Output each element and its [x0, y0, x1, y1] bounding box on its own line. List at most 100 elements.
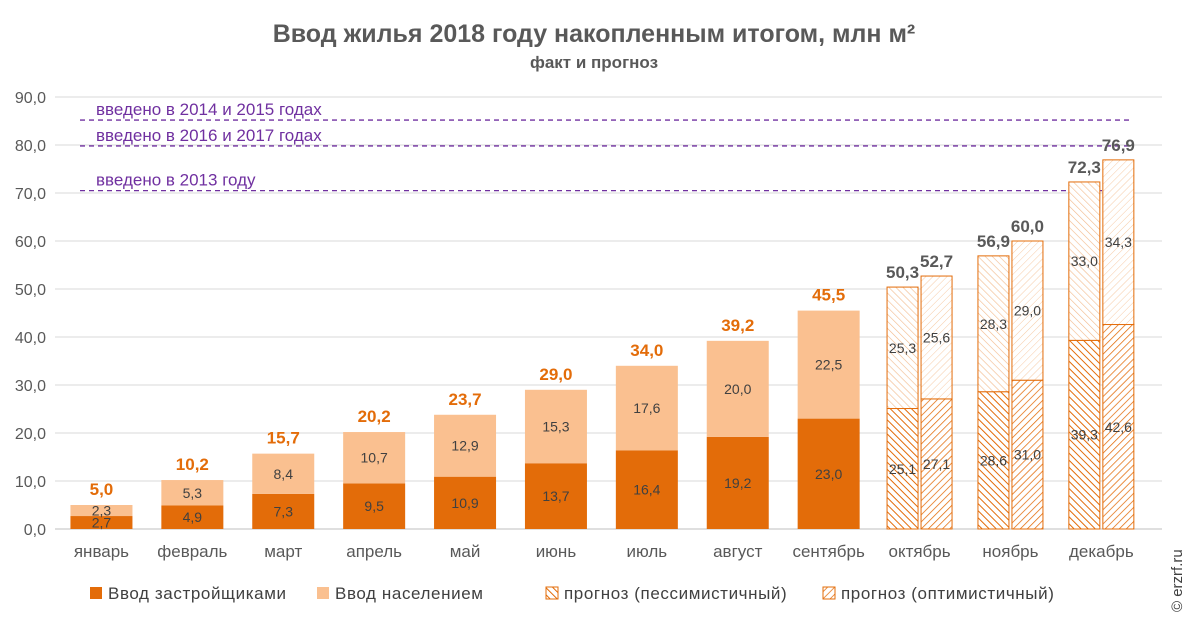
forecast-total-pessimistic: 50,3 [886, 263, 919, 282]
x-tick-label: апрель [346, 542, 402, 561]
total-label: 23,7 [449, 390, 482, 409]
x-tick-label: ноябрь [982, 542, 1038, 561]
y-tick-label: 50,0 [15, 282, 46, 299]
x-tick-label: март [264, 542, 302, 561]
y-tick-label: 70,0 [15, 186, 46, 203]
data-label-developers: 4,9 [183, 509, 203, 525]
x-tick-label: август [713, 542, 762, 561]
chart-title: Ввод жилья 2018 году накопленным итогом,… [273, 20, 916, 48]
bar-developers [706, 436, 769, 529]
reference-line-label: введено в 2014 и 2015 годах [96, 100, 322, 119]
forecast-label-optimistic-bottom: 31,0 [1014, 447, 1041, 463]
x-tick-label: декабрь [1069, 542, 1134, 561]
data-label-developers: 7,3 [274, 503, 294, 519]
total-label: 15,7 [267, 429, 300, 448]
total-label: 10,2 [176, 455, 209, 474]
forecast-label-optimistic-bottom: 27,1 [923, 456, 950, 472]
reference-line-label: введено в 2016 и 2017 годах [96, 126, 322, 145]
total-label: 39,2 [721, 316, 754, 335]
forecast-total-optimistic: 76,9 [1102, 136, 1135, 155]
x-tick-label: февраль [157, 542, 227, 561]
data-label-population: 22,5 [815, 357, 842, 373]
bar-developers [252, 493, 315, 529]
forecast-bar-pessimistic-top [886, 286, 919, 410]
legend-swatch [545, 586, 559, 600]
legend-swatch [317, 587, 329, 599]
forecast-bar-optimistic-top [1102, 159, 1135, 326]
data-label-population: 8,4 [274, 466, 294, 482]
forecast-label-pessimistic-top: 25,3 [889, 340, 916, 356]
forecast-bar-pessimistic-bottom [1068, 339, 1101, 530]
forecast-bar-optimistic-top [920, 275, 953, 400]
y-tick-label: 0,0 [24, 522, 46, 539]
forecast-label-optimistic-top: 34,3 [1105, 234, 1132, 250]
bar-population [434, 414, 497, 477]
y-tick-label: 90,0 [15, 90, 46, 107]
legend-swatch [822, 586, 836, 600]
x-tick-label: май [450, 542, 481, 561]
total-label: 45,5 [812, 286, 845, 305]
bar-developers [797, 418, 860, 529]
forecast-label-pessimistic-top: 33,0 [1071, 253, 1098, 269]
total-label: 34,0 [630, 341, 663, 360]
forecast-label-pessimistic-top: 28,3 [980, 316, 1007, 332]
bar-population [706, 340, 769, 437]
x-tick-label: июль [627, 542, 668, 561]
bar-population [70, 505, 133, 517]
bar-developers [615, 450, 678, 529]
forecast-label-optimistic-top: 25,6 [923, 329, 950, 345]
total-label: 20,2 [358, 407, 391, 426]
forecast-bar-pessimistic-top [1068, 181, 1101, 341]
data-label-population: 5,3 [183, 485, 203, 501]
data-label-population: 10,7 [361, 450, 388, 466]
bar-population [797, 310, 860, 419]
bar-population [615, 365, 678, 451]
y-tick-label: 20,0 [15, 426, 46, 443]
forecast-total-optimistic: 60,0 [1011, 217, 1044, 236]
legend-label: прогноз (оптимистичный) [841, 584, 1054, 603]
forecast-total-optimistic: 52,7 [920, 252, 953, 271]
y-axis: 0,0 10,0 20,0 30,0 40,0 50,0 60,0 70,0 80,0 90,0 [15, 90, 46, 539]
bar-developers [70, 516, 133, 529]
legend: Ввод застройщиками Ввод населением прогноз… [90, 584, 1054, 603]
data-label-population: 17,6 [633, 400, 660, 416]
forecast-bar-optimistic-bottom [1102, 324, 1135, 530]
chart-subtitle: факт и прогноз [530, 53, 658, 72]
bar-developers [343, 483, 406, 529]
forecast-bar-pessimistic-bottom [886, 408, 919, 530]
bar-developers [161, 505, 224, 529]
forecast-total-pessimistic: 56,9 [977, 232, 1010, 251]
y-tick-label: 40,0 [15, 330, 46, 347]
forecast-bar-pessimistic-bottom [977, 391, 1010, 530]
data-label-population: 20,0 [724, 381, 751, 397]
bar-population [343, 432, 406, 484]
forecast-bar-optimistic-bottom [1011, 379, 1044, 530]
forecast-bar-pessimistic-top [977, 255, 1010, 393]
legend-label: Ввод населением [335, 584, 484, 603]
bar-population [161, 480, 224, 506]
bar-population [252, 453, 315, 494]
forecast-total-pessimistic: 72,3 [1068, 158, 1101, 177]
x-tick-label: июнь [536, 542, 577, 561]
legend-label: Ввод застройщиками [108, 584, 287, 603]
legend-label: прогноз (пессимистичный) [564, 584, 787, 603]
y-tick-label: 10,0 [15, 474, 46, 491]
data-label-developers: 19,2 [724, 475, 751, 491]
bars: 2,72,3 5,0 4,9 5,3 10,2 7,3 8,4 15,7 9,5 10,7 20,2… [70, 136, 1135, 531]
total-label: 29,0 [539, 365, 572, 384]
data-label-population: 15,3 [542, 419, 569, 435]
x-tick-label: январь [74, 542, 129, 561]
total-label: 5,0 [90, 480, 114, 499]
data-label-population: 2,3 [92, 503, 112, 519]
data-label-developers: 10,9 [451, 495, 478, 511]
reference-lines: введено в 2014 и 2015 годах введено в 201… [80, 100, 1132, 192]
data-label-developers: 2,7 [92, 515, 112, 531]
data-label-developers: 16,4 [633, 482, 660, 498]
forecast-bar-optimistic-bottom [920, 398, 953, 530]
forecast-bar-optimistic-top [1011, 240, 1044, 381]
y-tick-label: 30,0 [15, 378, 46, 395]
data-label-developers: 13,7 [542, 488, 569, 504]
data-label-developers: 23,0 [815, 466, 842, 482]
x-tick-label: октябрь [888, 542, 950, 561]
y-tick-label: 60,0 [15, 234, 46, 251]
